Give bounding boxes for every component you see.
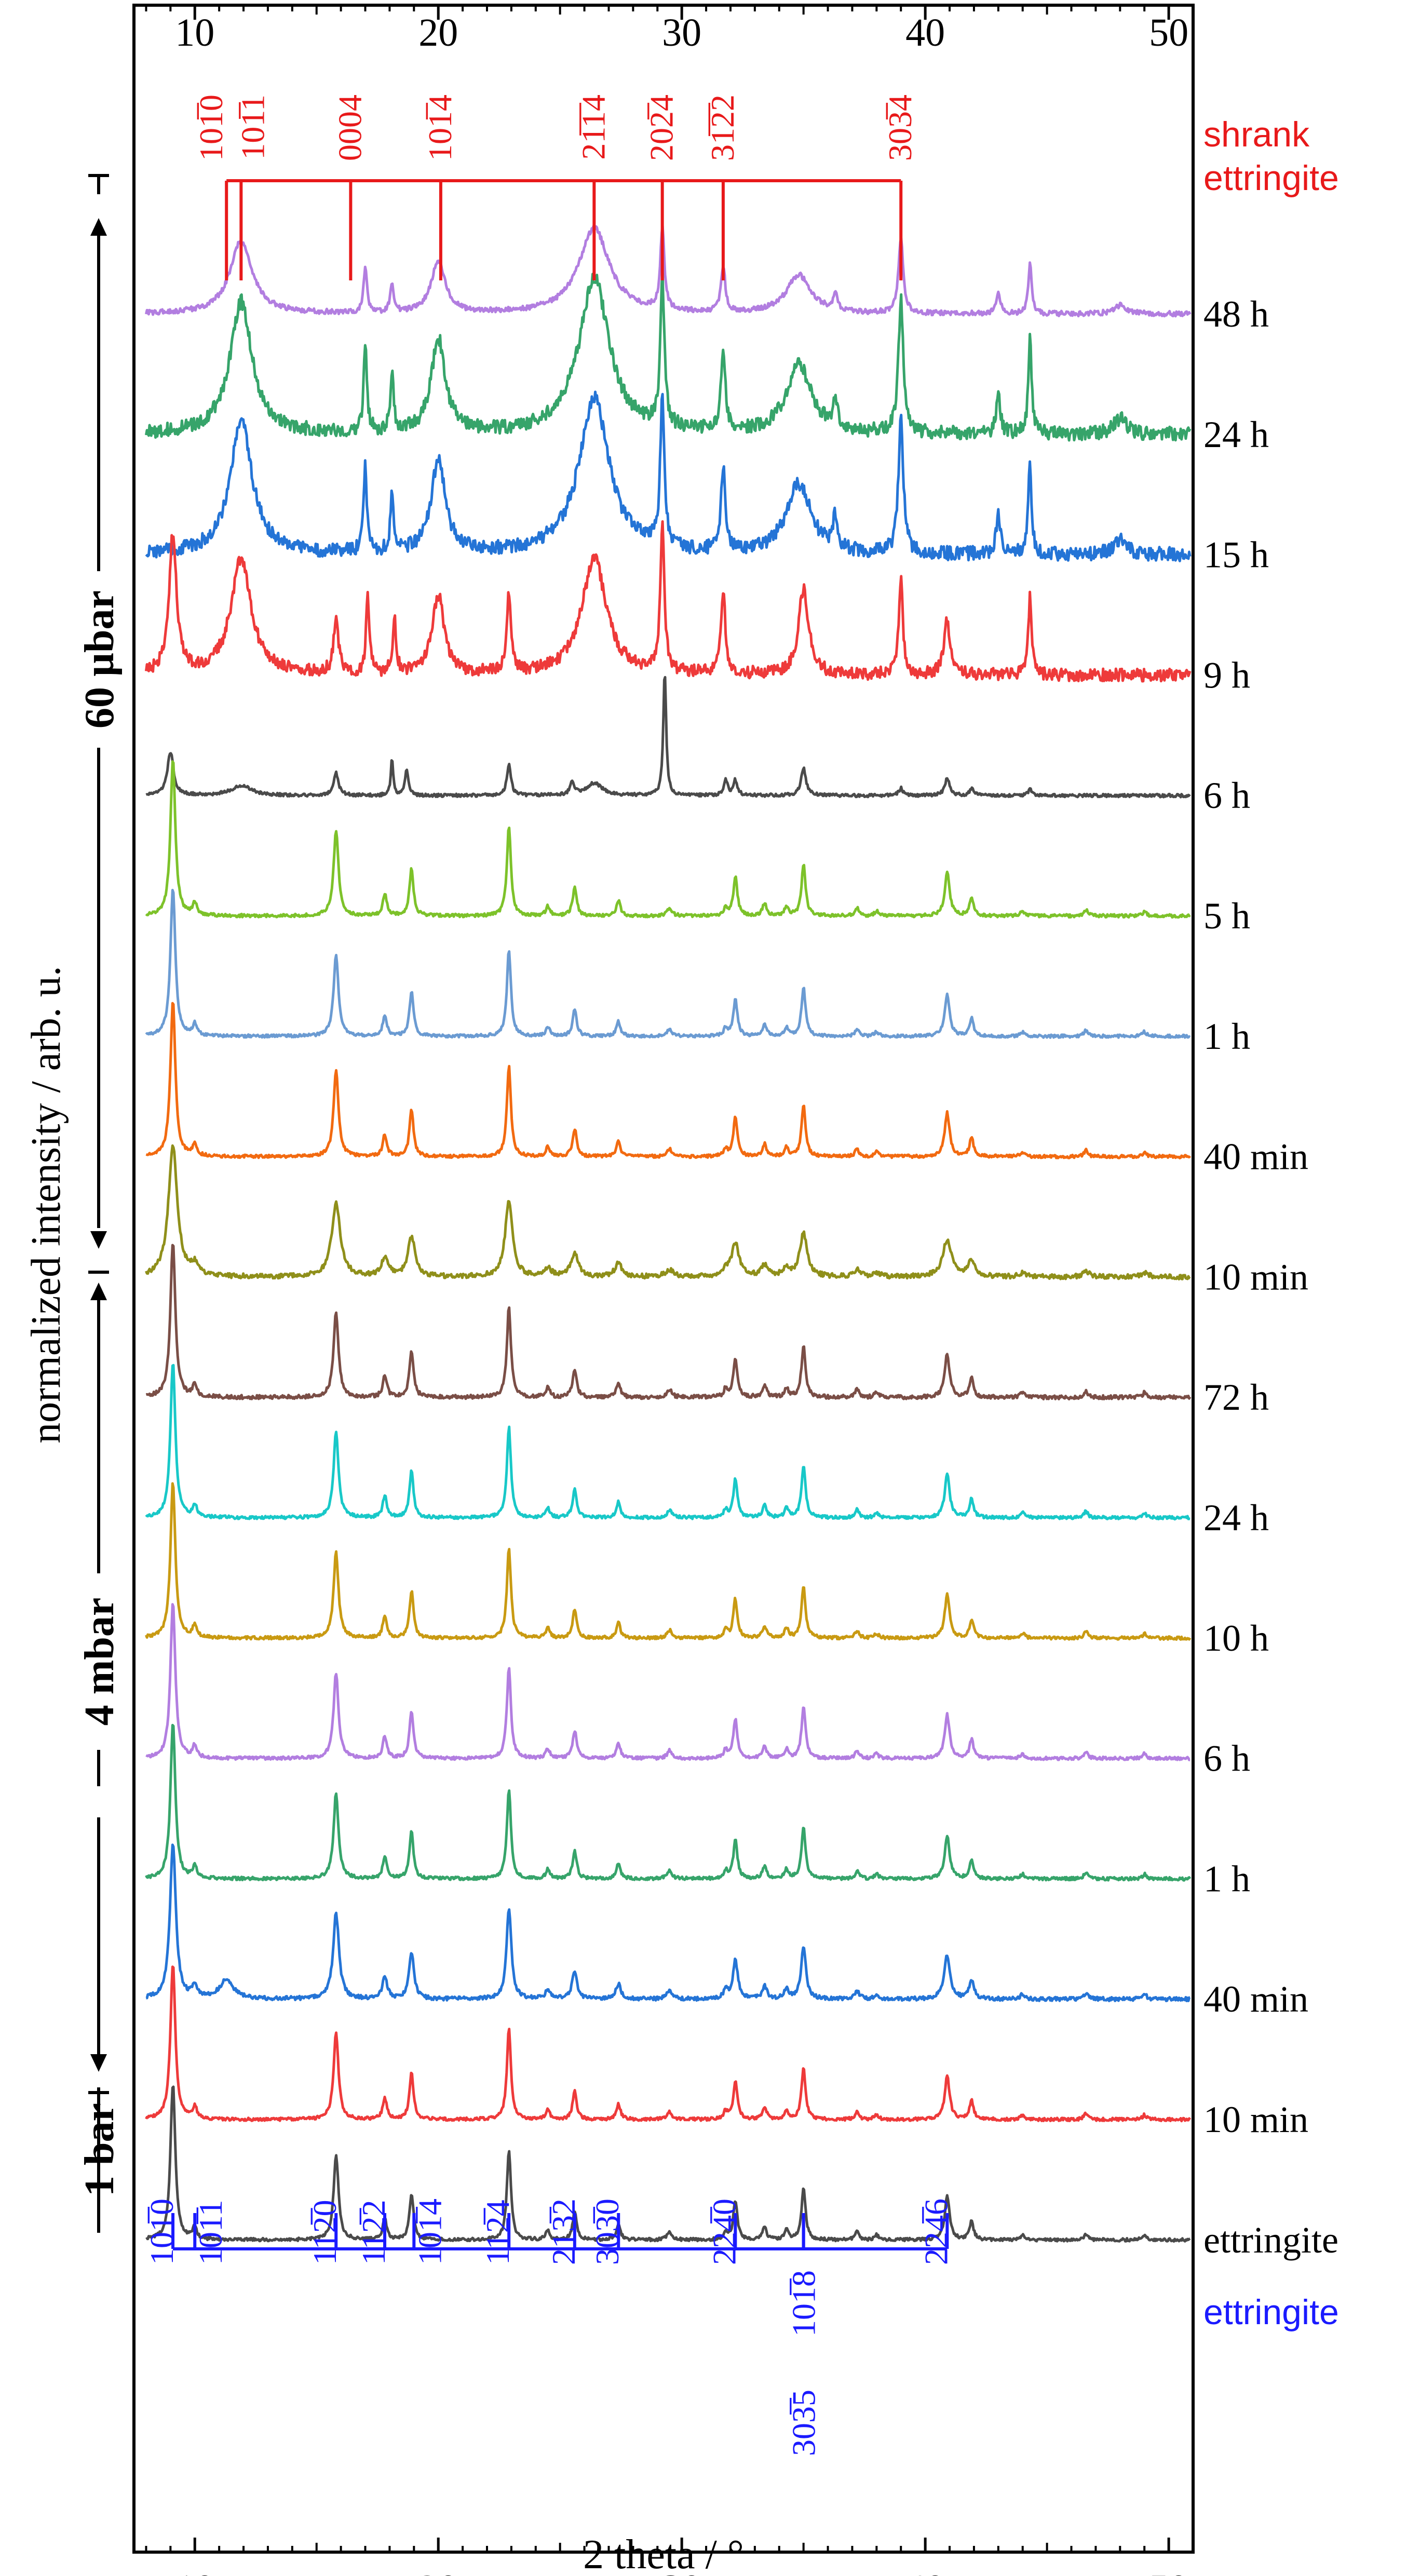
shrank-hkl-label: 303̅4	[882, 95, 918, 161]
trace-label: 48 h	[1203, 293, 1269, 335]
shrank-hkl-label: 101̅1	[234, 95, 271, 160]
trace-line	[145, 888, 1191, 1039]
traces-group	[144, 224, 1192, 2243]
ettringite-hkl-label: 101̅0	[143, 2199, 180, 2265]
plot-frame	[132, 4, 1195, 2554]
ettringite-hkl-label: 112̅2	[355, 2200, 392, 2265]
x-tick-label-top: 50	[1149, 11, 1188, 55]
shrank-hkl-label: 0004	[331, 95, 368, 161]
x-tick-label-bottom: 40	[905, 2567, 945, 2576]
trace-label: ettringite	[1203, 2219, 1338, 2261]
trace-label: 40 min	[1203, 1978, 1308, 2020]
ettringite-hkl-label: 303̅5	[786, 2390, 822, 2456]
trace-label: 6 h	[1203, 775, 1250, 816]
trace-line	[145, 390, 1192, 562]
trace-label: 6 h	[1203, 1738, 1250, 1779]
x-tick-label-top: 10	[175, 11, 214, 55]
trace-line	[144, 224, 1192, 318]
x-tick-label-top: 30	[662, 11, 701, 55]
trace-labels-group: 48 h 24 h 15 h 9 h 6 h 5 h 1 h 40 min 10 min 72 h…	[1203, 293, 1338, 2261]
x-axis-title: 2 theta / °	[583, 2532, 744, 2576]
trace-label: 24 h	[1203, 414, 1269, 455]
ettringite-hkl-label: 112̅0	[306, 2200, 343, 2265]
y-axis-title: normalized intensity / arb. u.	[23, 966, 69, 1444]
x-tick-label-bottom: 20	[418, 2567, 458, 2576]
ettringite-hkl-label: 224̅0	[706, 2199, 742, 2265]
ettringite-hkl-label: 303̅0	[589, 2199, 626, 2265]
arrow-head	[90, 2054, 107, 2072]
shrank-hkl-label: 21̅1̅4	[575, 95, 612, 160]
arrow-head	[90, 1231, 107, 1249]
trace-label: 9 h	[1203, 654, 1250, 696]
trace-line	[145, 1843, 1191, 2002]
trace-label: 1 h	[1203, 1016, 1250, 1057]
arrow-head	[90, 1283, 107, 1300]
trace-label: 1 h	[1203, 1858, 1250, 1899]
x-tick-label-top: 20	[418, 11, 458, 55]
trace-line	[145, 1144, 1191, 1280]
trace-line	[145, 1723, 1192, 1882]
ettringite-hkl-label: 213̅2	[545, 2199, 582, 2265]
trace-line	[145, 1482, 1192, 1641]
trace-line	[145, 1364, 1190, 1521]
trace-line	[145, 760, 1191, 919]
pressure-label: 4 mbar	[77, 1598, 123, 1726]
x-tick-label-bottom: 50	[1149, 2567, 1188, 2576]
x-tick-label-bottom: 30	[662, 2567, 701, 2576]
trace-label: 24 h	[1203, 1497, 1269, 1539]
reflection-markers-group: 101̅0 101̅1 0004 101̅4 21̅1̅4 202̅4 31̅2̅2 303̅…	[143, 95, 954, 2456]
shrank-hkl-label: 202̅4	[643, 95, 680, 161]
trace-label: 72 h	[1203, 1377, 1269, 1418]
ettringite-hkl-label: 101̅8	[786, 2270, 822, 2337]
trace-label: 15 h	[1203, 534, 1269, 576]
trace-line	[145, 676, 1191, 799]
ettringite-hkl-label: 101̅1	[192, 2200, 229, 2265]
trace-label: 10 min	[1203, 1256, 1308, 1298]
shrank-hkl-label: 101̅0	[193, 95, 229, 161]
pressure-annotations-group: 60 µbar 4 mbar 1 bar	[77, 174, 123, 2233]
x-tick-label-top: 40	[905, 11, 945, 55]
trace-label: 40 min	[1203, 1136, 1308, 1178]
trace-line	[145, 1965, 1192, 2123]
ettringite-hkl-label: 224̅6	[917, 2199, 954, 2265]
arrow-head	[90, 218, 107, 236]
ettringite-reference-legend: ettringite	[1203, 2292, 1339, 2332]
trace-label: 10 h	[1203, 1617, 1269, 1659]
trace-label: 5 h	[1203, 895, 1250, 937]
trace-line	[145, 2085, 1191, 2243]
pressure-label: 60 µbar	[77, 590, 123, 729]
shrank-ettringite-legend-line1: shrank	[1203, 115, 1310, 154]
x-tick-label-bottom: 10	[175, 2567, 214, 2576]
shrank-ettringite-legend-line2: ettringite	[1203, 158, 1339, 198]
trace-line	[145, 1002, 1192, 1159]
axes-group: 10 10 20 20 30 30 40 40 50 50	[145, 5, 1188, 2576]
trace-line	[145, 1244, 1192, 1400]
shrank-hkl-label: 101̅4	[422, 95, 458, 161]
trace-label: 10 min	[1203, 2099, 1308, 2140]
ettringite-hkl-label: 101̅4	[411, 2199, 448, 2265]
pressure-label: 1 bar	[77, 2103, 123, 2196]
trace-line	[145, 1603, 1190, 1761]
ettringite-hkl-label: 112̅4	[479, 2200, 516, 2265]
trace-line	[144, 272, 1192, 442]
shrank-hkl-label: 31̅2̅2	[704, 95, 741, 161]
trace-line	[144, 520, 1192, 683]
